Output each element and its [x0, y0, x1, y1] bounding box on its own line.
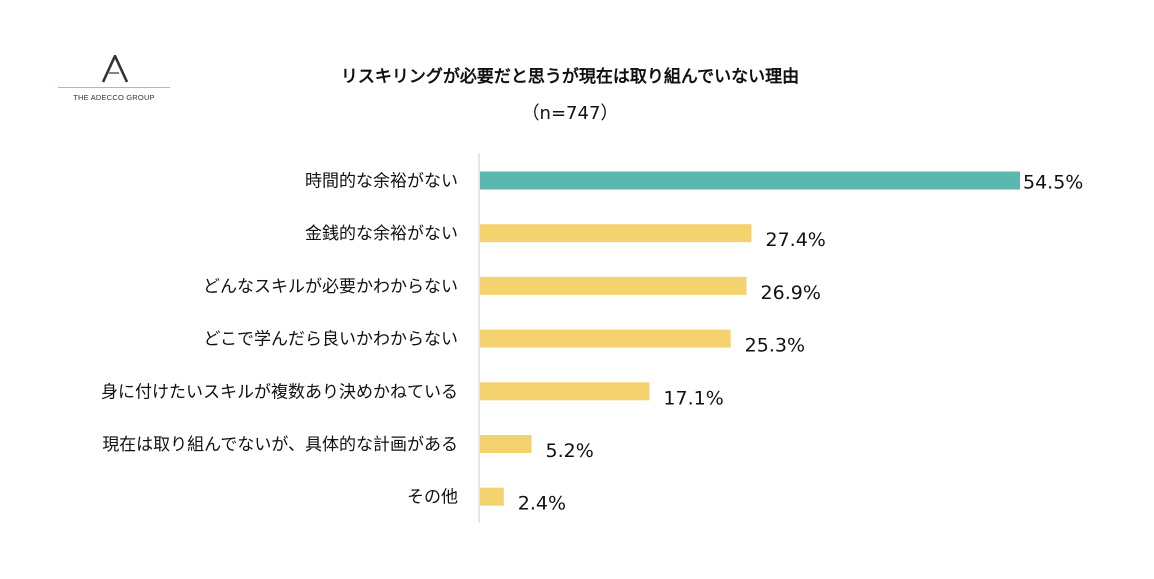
category-label: どこで学んだら良いかわからない: [204, 330, 459, 350]
category-label: 身に付けたいスキルが複数あり決めかねている: [101, 382, 458, 402]
value-label: 17.1%: [663, 387, 723, 409]
bar: [480, 329, 731, 348]
value-label: 2.4%: [518, 493, 566, 515]
category-label: 現在は取り組んでないが、具体的な計画がある: [102, 435, 458, 455]
chart-title: リスキリングが必要だと思うが現在は取り組んでいない理由: [340, 67, 800, 87]
bar: [480, 487, 504, 506]
category-label: 金銭的な余裕がない: [305, 224, 458, 244]
value-label: 5.2%: [546, 440, 594, 462]
category-label: どんなスキルが必要かわからない: [203, 277, 458, 297]
bar: [480, 224, 752, 243]
category-label: 時間的な余裕がない: [305, 172, 458, 192]
bar: [480, 171, 1020, 190]
company-logo: THE ADECCO GROUP: [58, 55, 170, 105]
logo-divider: [58, 87, 170, 88]
logo-text: THE ADECCO GROUP: [73, 93, 155, 102]
adecco-a-logo-icon: [101, 55, 129, 83]
bar: [480, 276, 747, 295]
value-label: 25.3%: [745, 335, 805, 357]
category-label: その他: [407, 488, 458, 508]
value-label: 27.4%: [765, 229, 825, 251]
value-label: 26.9%: [761, 282, 821, 304]
value-label: 54.5%: [1023, 172, 1083, 194]
bar: [480, 382, 650, 401]
chart-subtitle: （n=747）: [521, 103, 619, 124]
bar: [480, 435, 532, 453]
